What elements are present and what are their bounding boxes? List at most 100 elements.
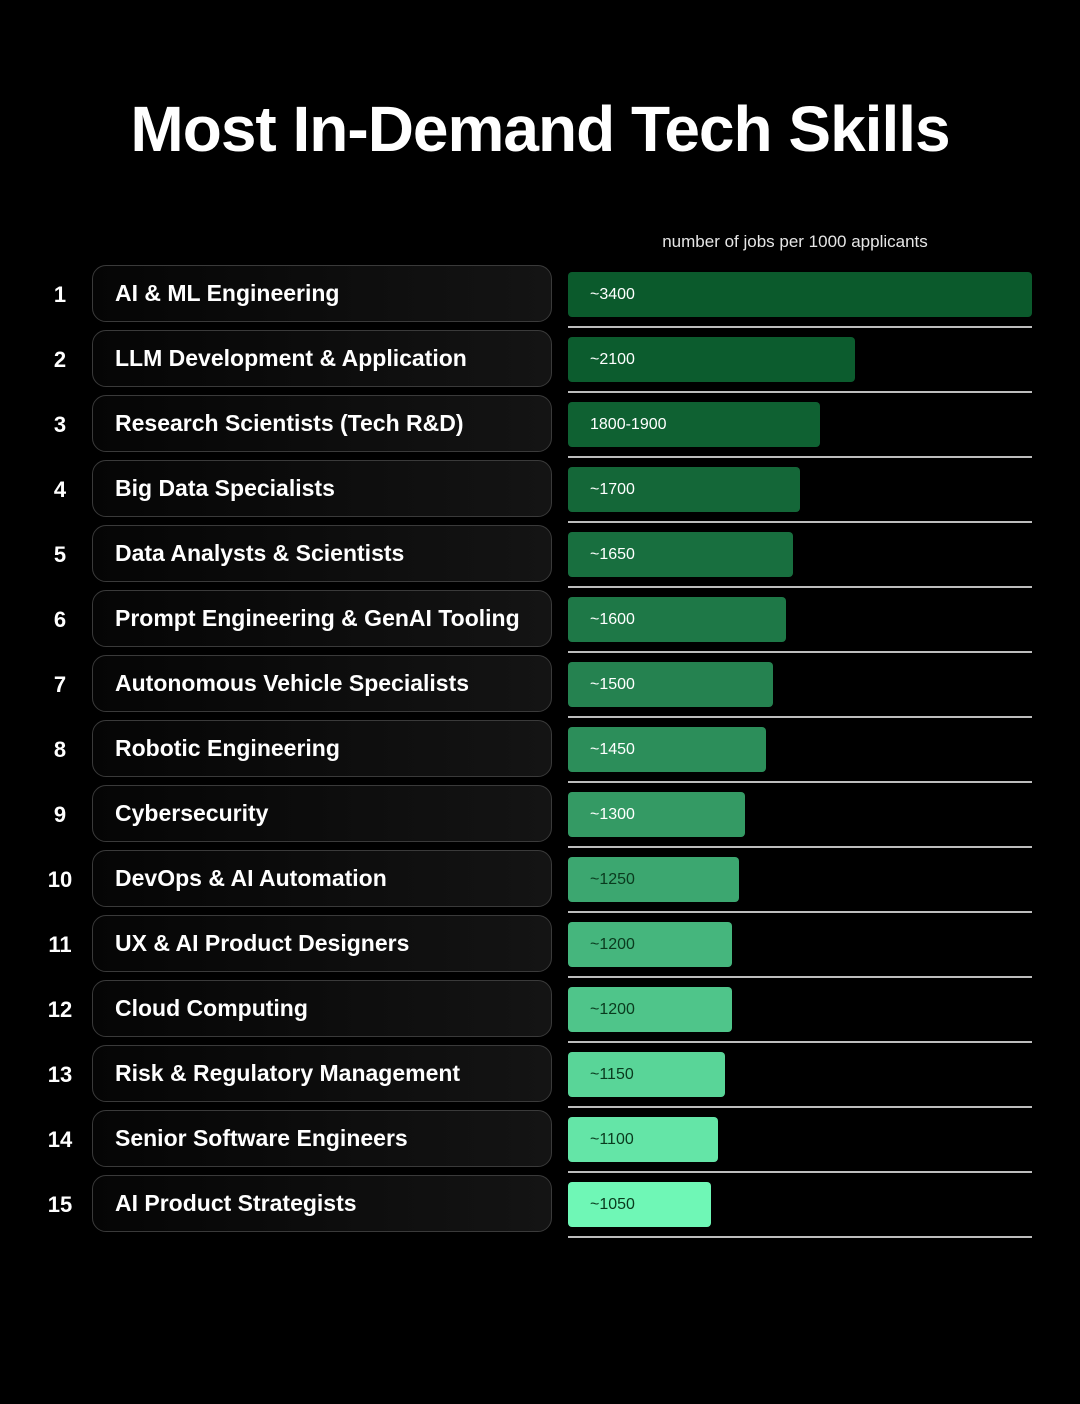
- skill-label: Cloud Computing: [115, 995, 308, 1021]
- chart-row: 2 LLM Development & Application ~2100: [0, 330, 1080, 395]
- skill-pill: Prompt Engineering & GenAI Tooling: [92, 590, 552, 647]
- skill-pill: Risk & Regulatory Management: [92, 1045, 552, 1102]
- value-bar: [568, 467, 800, 512]
- rank-number: 10: [47, 867, 73, 892]
- row-separator: [568, 521, 1032, 523]
- units-note: number of jobs per 1000 applicants: [662, 232, 928, 251]
- skill-label: Data Analysts & Scientists: [115, 540, 405, 566]
- rank-number: 9: [53, 802, 67, 827]
- chart-row: 9 Cybersecurity ~1300: [0, 785, 1080, 850]
- row-separator: [568, 1171, 1032, 1173]
- skill-label: UX & AI Product Designers: [115, 930, 410, 956]
- rank-number: 7: [53, 672, 67, 697]
- skill-pill: Cybersecurity: [92, 785, 552, 842]
- rank-number: 3: [53, 412, 67, 437]
- value-bar: [568, 662, 773, 707]
- skill-label: Robotic Engineering: [115, 735, 340, 761]
- skill-label: AI Product Strategists: [115, 1190, 357, 1216]
- row-separator: [568, 586, 1032, 588]
- skill-pill: Research Scientists (Tech R&D): [92, 395, 552, 452]
- skill-label: DevOps & AI Automation: [115, 865, 387, 891]
- value-bar: [568, 1182, 711, 1227]
- value-bar: [568, 402, 820, 447]
- value-bar: [568, 922, 732, 967]
- value-bar: [568, 337, 855, 382]
- skill-label: Cybersecurity: [115, 800, 269, 826]
- skill-pill: DevOps & AI Automation: [92, 850, 552, 907]
- skill-pill: AI Product Strategists: [92, 1175, 552, 1232]
- rank-number: 12: [47, 997, 73, 1022]
- row-separator: [568, 716, 1032, 718]
- rank-number: 15: [47, 1192, 73, 1217]
- chart-row: 13 Risk & Regulatory Management ~1150: [0, 1045, 1080, 1110]
- chart-row: 8 Robotic Engineering ~1450: [0, 720, 1080, 785]
- skill-label: Research Scientists (Tech R&D): [115, 410, 464, 436]
- value-bar: [568, 532, 793, 577]
- skill-pill: AI & ML Engineering: [92, 265, 552, 322]
- bar-value-label: ~1150: [590, 1066, 634, 1083]
- rank-number: 1: [53, 282, 67, 307]
- rank-number: 14: [47, 1127, 73, 1152]
- chart-row: 6 Prompt Engineering & GenAI Tooling ~1600: [0, 590, 1080, 655]
- skill-pill: Big Data Specialists: [92, 460, 552, 517]
- chart-row: 15 AI Product Strategists ~1050: [0, 1175, 1080, 1240]
- chart-row: 12 Cloud Computing ~1200: [0, 980, 1080, 1045]
- row-separator: [568, 326, 1032, 328]
- rank-number: 6: [53, 607, 67, 632]
- bar-value-label: 1800-1900: [590, 416, 667, 433]
- chart-row: 1 AI & ML Engineering ~3400: [0, 265, 1080, 330]
- bar-value-label: ~1600: [590, 611, 635, 628]
- skill-pill: Autonomous Vehicle Specialists: [92, 655, 552, 712]
- value-bar: [568, 792, 745, 837]
- chart-title: Most In-Demand Tech Skills: [130, 93, 950, 165]
- skill-pill: UX & AI Product Designers: [92, 915, 552, 972]
- value-bar: [568, 597, 786, 642]
- value-bar: [568, 272, 1032, 317]
- rank-number: 13: [47, 1062, 73, 1087]
- value-bar: [568, 727, 766, 772]
- row-separator: [568, 391, 1032, 393]
- skill-label: Autonomous Vehicle Specialists: [115, 670, 470, 696]
- bar-value-label: ~1250: [590, 871, 635, 888]
- bar-value-label: ~3400: [590, 286, 635, 303]
- chart-row: 7 Autonomous Vehicle Specialists ~1500: [0, 655, 1080, 720]
- row-separator: [568, 1106, 1032, 1108]
- skill-pill: Robotic Engineering: [92, 720, 552, 777]
- skill-pill: Cloud Computing: [92, 980, 552, 1037]
- chart-row: 10 DevOps & AI Automation ~1250: [0, 850, 1080, 915]
- rank-number: 8: [53, 737, 67, 762]
- chart-row: 14 Senior Software Engineers ~1100: [0, 1110, 1080, 1175]
- row-separator: [568, 911, 1032, 913]
- value-bar: [568, 1117, 718, 1162]
- bar-value-label: ~1100: [590, 1131, 634, 1148]
- row-separator: [568, 456, 1032, 458]
- row-separator: [568, 1236, 1032, 1238]
- skill-label: LLM Development & Application: [115, 345, 467, 371]
- skill-pill: Senior Software Engineers: [92, 1110, 552, 1167]
- bar-value-label: ~2100: [590, 351, 635, 368]
- row-separator: [568, 781, 1032, 783]
- rank-number: 2: [53, 347, 67, 372]
- bar-value-label: ~1450: [590, 741, 635, 758]
- rank-number: 11: [48, 932, 72, 957]
- chart-row: 4 Big Data Specialists ~1700: [0, 460, 1080, 525]
- bar-value-label: ~1700: [590, 481, 635, 498]
- bar-value-label: ~1200: [590, 936, 635, 953]
- skill-label: Senior Software Engineers: [115, 1125, 408, 1151]
- bar-value-label: ~1200: [590, 1001, 635, 1018]
- bar-value-label: ~1650: [590, 546, 635, 563]
- skill-pill: Data Analysts & Scientists: [92, 525, 552, 582]
- rank-number: 4: [53, 477, 67, 502]
- skill-label: AI & ML Engineering: [115, 280, 340, 306]
- skill-label: Risk & Regulatory Management: [115, 1060, 461, 1086]
- bar-value-label: ~1300: [590, 806, 635, 823]
- bar-value-label: ~1500: [590, 676, 635, 693]
- skill-label: Prompt Engineering & GenAI Tooling: [115, 605, 520, 631]
- row-separator: [568, 651, 1032, 653]
- skill-label: Big Data Specialists: [115, 475, 335, 501]
- value-bar: [568, 1052, 725, 1097]
- chart-row: 5 Data Analysts & Scientists ~1650: [0, 525, 1080, 590]
- rank-number: 5: [53, 542, 67, 567]
- row-separator: [568, 1041, 1032, 1043]
- skill-pill: LLM Development & Application: [92, 330, 552, 387]
